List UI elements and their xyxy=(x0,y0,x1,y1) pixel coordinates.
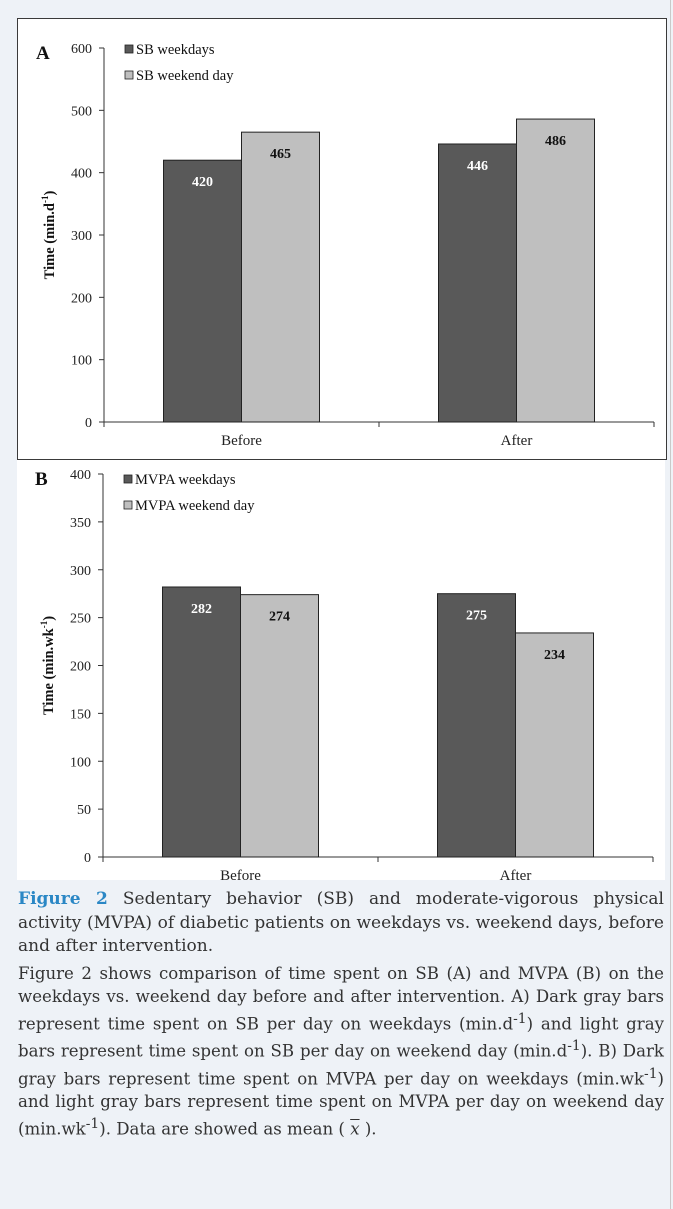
chart-a-data-label: 420 xyxy=(192,175,213,190)
chart-b-y-tick-label: 50 xyxy=(77,803,91,818)
chart-a-bar-dark xyxy=(163,159,242,423)
chart-b-y-axis-title: Time (min.wk-1) xyxy=(39,616,57,715)
chart-b-y-axis-title-end: ) xyxy=(41,616,57,621)
caption-desc-text: ) and light gray bars represent time spe… xyxy=(18,1014,664,1061)
chart-a-y-tick-label: 100 xyxy=(71,354,92,369)
chart-panel-a: A Time (min.d-1) 0 100 200 300 400 500 600 Before… xyxy=(17,18,667,460)
chart-panel-b: B Time (min.wk-1) 0 50 100 150 200 250 300 350 400… xyxy=(17,460,665,884)
chart-b-x-tick-label: Before xyxy=(220,868,261,884)
chart-a-bar-light xyxy=(516,118,595,423)
figure-label: Figure 2 xyxy=(18,889,108,909)
caption-desc-text: ). xyxy=(364,1119,377,1139)
chart-b-panel-letter: B xyxy=(35,469,48,490)
chart-a-y-axis-title-end: ) xyxy=(42,191,58,196)
caption-desc-text: ). Data are showed as mean ( xyxy=(99,1119,345,1139)
chart-b-y-tick-label: 0 xyxy=(84,851,91,866)
caption-title: Figure 2 Sedentary behavior (SB) and mod… xyxy=(18,888,664,959)
mean-symbol: x xyxy=(350,1119,360,1139)
chart-b-data-label: 234 xyxy=(544,648,565,663)
caption-desc-text: Figure 2 shows comparison of time spent … xyxy=(18,963,664,1034)
chart-b-data-label: 282 xyxy=(191,602,212,617)
chart-a-y-tick-label: 200 xyxy=(71,291,92,306)
chart-b-y-tick-label: 100 xyxy=(70,755,91,770)
caption-superscript: -1 xyxy=(513,1010,527,1027)
chart-a-bar-light xyxy=(241,131,320,423)
chart-b-bar-light xyxy=(240,594,319,858)
caption-desc-text: ). B) Dark gray bars represent time spen… xyxy=(18,1041,664,1089)
chart-b-y-tick-label: 300 xyxy=(70,564,91,579)
chart-a-y-tick-label: 400 xyxy=(71,167,92,182)
page-divider xyxy=(670,0,671,1209)
chart-a-x-tick-label: Before xyxy=(221,433,262,449)
chart-a-x-tick-label: After xyxy=(501,433,533,449)
chart-b-y-tick-label: 250 xyxy=(70,612,91,627)
chart-b-data-label: 274 xyxy=(269,610,290,625)
chart-a-y-tick-label: 500 xyxy=(71,104,92,119)
caption-superscript: -1 xyxy=(85,1116,100,1133)
chart-b-svg: B Time (min.wk-1) 0 50 100 150 200 250 300 350 400… xyxy=(35,468,654,884)
chart-a-legend-label: SB weekdays xyxy=(136,42,215,58)
chart-a-y-tick-label: 600 xyxy=(71,42,92,57)
chart-a-y-axis-title-sup: -1 xyxy=(40,195,50,203)
chart-b-legend-label: MVPA weekdays xyxy=(135,472,236,488)
chart-a-y-tick-label: 0 xyxy=(85,416,92,431)
chart-b-bar-dark xyxy=(437,593,516,858)
chart-b-legend-label: MVPA weekend day xyxy=(135,498,255,514)
chart-a-data-label: 465 xyxy=(270,147,291,162)
chart-b-data-label: 275 xyxy=(466,609,487,624)
caption-description: Figure 2 shows comparison of time spent … xyxy=(18,962,664,1141)
caption-superscript: -1 xyxy=(644,1065,658,1082)
chart-b-y-axis-title-text: Time (min.wk xyxy=(41,627,57,715)
chart-a-svg: A Time (min.d-1) 0 100 200 300 400 500 600 Before… xyxy=(36,42,655,449)
chart-b-y-tick-label: 200 xyxy=(70,660,91,675)
chart-a-y-axis-title: Time (min.d-1) xyxy=(40,191,58,280)
chart-b-legend-swatch xyxy=(123,500,133,510)
chart-b-y-axis-title-sup: -1 xyxy=(39,620,49,628)
chart-b-y-tick-label: 400 xyxy=(70,468,91,483)
chart-a-y-axis-title-text: Time (min.d xyxy=(42,203,58,279)
chart-a-bar-dark xyxy=(438,143,517,423)
chart-a-y-tick-label: 300 xyxy=(71,229,92,244)
figure-caption: Figure 2 Sedentary behavior (SB) and mod… xyxy=(18,888,664,1141)
chart-a-panel-letter: A xyxy=(36,43,50,64)
chart-b-x-tick-label: After xyxy=(500,868,532,884)
chart-a-legend-swatch xyxy=(124,70,134,80)
caption-title-text: Sedentary behavior (SB) and moderate-vig… xyxy=(18,889,664,956)
chart-a-data-label: 486 xyxy=(545,134,566,149)
chart-a-legend-label: SB weekend day xyxy=(136,68,234,84)
chart-b-bar-light xyxy=(515,632,594,858)
chart-b-legend-swatch xyxy=(123,474,133,484)
chart-a-legend-swatch xyxy=(124,44,134,54)
caption-desc-text: ) and light gray bars represent time spe… xyxy=(18,1069,664,1139)
chart-a-data-label: 446 xyxy=(467,159,488,174)
caption-superscript: -1 xyxy=(567,1038,581,1055)
chart-b-bar-dark xyxy=(162,586,241,858)
chart-b-y-tick-label: 150 xyxy=(70,707,91,722)
chart-b-y-tick-label: 350 xyxy=(70,516,91,531)
